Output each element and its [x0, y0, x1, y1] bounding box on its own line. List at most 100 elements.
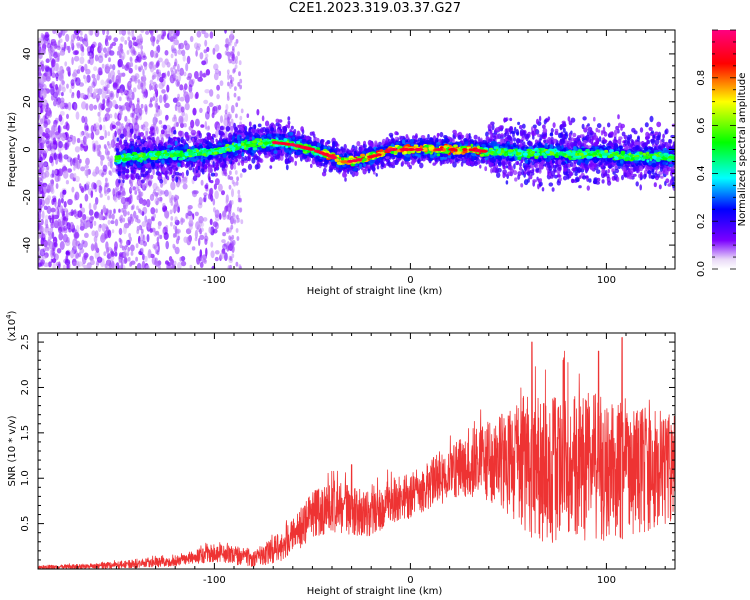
noise-speckle: [58, 261, 61, 269]
noise-speckle: [189, 91, 194, 99]
noise-speckle: [190, 129, 197, 136]
noise-speckle: [192, 190, 198, 198]
noise-speckle: [102, 30, 106, 36]
heatmap-layer: [38, 30, 675, 269]
spread-speckle: [162, 124, 168, 130]
noise-speckle: [124, 201, 129, 207]
noise-speckle: [177, 63, 180, 72]
noise-column-speckle: [170, 201, 174, 206]
noise-speckle: [42, 199, 45, 206]
noise-speckle: [83, 41, 88, 46]
noise-column-speckle: [238, 60, 242, 66]
noise-column-speckle: [173, 197, 177, 203]
noise-speckle: [81, 101, 87, 110]
noise-speckle: [76, 69, 81, 74]
noise-speckle: [180, 217, 184, 226]
noise-speckle: [132, 186, 136, 191]
spread-speckle: [657, 134, 661, 139]
spread-speckle: [199, 138, 204, 143]
noise-column-speckle: [170, 77, 174, 83]
noise-column-speckle: [140, 76, 144, 81]
noise-speckle: [40, 32, 44, 39]
noise-speckle: [94, 211, 100, 219]
noise-speckle: [111, 213, 115, 220]
noise-column-speckle: [226, 69, 230, 75]
noise-speckle: [63, 102, 69, 108]
noise-speckle: [183, 236, 188, 243]
noise-speckle: [204, 32, 209, 39]
spread-speckle: [531, 132, 537, 136]
noise-speckle: [224, 30, 227, 34]
noise-speckle: [225, 103, 229, 111]
spread-speckle: [662, 133, 665, 139]
noise-speckle: [81, 130, 85, 136]
noise-column-speckle: [116, 50, 120, 56]
noise-speckle: [80, 66, 85, 73]
noise-column-speckle: [135, 243, 139, 249]
noise-speckle: [95, 166, 100, 175]
noise-speckle: [141, 260, 146, 269]
noise-column-speckle: [141, 200, 145, 206]
noise-speckle: [42, 89, 47, 99]
noise-column-speckle: [127, 36, 131, 42]
noise-speckle: [214, 256, 219, 262]
noise-speckle: [195, 118, 200, 127]
chart-title: C2E1.2023.319.03.37.G27: [288, 1, 462, 16]
noise-column-speckle: [110, 77, 114, 83]
noise-speckle: [199, 70, 203, 78]
noise-speckle: [66, 264, 69, 269]
noise-speckle: [175, 101, 181, 107]
noise-speckle: [199, 261, 204, 268]
noise-speckle: [66, 113, 69, 119]
noise-speckle: [118, 227, 123, 236]
noise-speckle: [180, 260, 187, 267]
noise-speckle: [55, 202, 59, 211]
noise-speckle: [83, 183, 87, 192]
noise-speckle: [55, 183, 59, 189]
noise-column-speckle: [154, 243, 158, 248]
noise-column-speckle: [119, 218, 123, 224]
spread-speckle: [633, 130, 638, 135]
noise-speckle: [59, 38, 63, 43]
noise-speckle: [38, 144, 41, 153]
noise-column-speckle: [155, 103, 159, 108]
noise-speckle: [194, 229, 198, 239]
noise-speckle: [99, 224, 102, 229]
noise-column-speckle: [156, 69, 159, 75]
spread-speckle: [256, 109, 260, 116]
spread-speckle: [543, 119, 547, 125]
noise-column-speckle: [229, 113, 233, 119]
noise-column-speckle: [127, 126, 130, 132]
noise-speckle: [50, 207, 56, 213]
noise-speckle: [216, 93, 220, 100]
noise-speckle: [84, 164, 89, 169]
noise-column-speckle: [105, 89, 109, 95]
noise-speckle: [71, 135, 76, 145]
noise-speckle: [219, 80, 224, 87]
spread-speckle: [667, 183, 672, 187]
noise-speckle: [50, 148, 56, 154]
noise-speckle: [51, 81, 55, 86]
spread-speckle: [513, 137, 516, 142]
noise-speckle: [97, 42, 102, 48]
noise-speckle: [150, 61, 154, 66]
noise-column-speckle: [150, 97, 153, 103]
noise-speckle: [184, 102, 190, 111]
noise-column-speckle: [152, 191, 156, 197]
noise-speckle: [63, 258, 69, 264]
noise-speckle: [196, 43, 202, 48]
noise-column-speckle: [238, 71, 241, 77]
noise-column-speckle: [155, 192, 159, 198]
noise-speckle: [181, 49, 186, 56]
noise-speckle: [204, 184, 208, 189]
noise-speckle: [65, 210, 69, 219]
noise-speckle: [174, 216, 178, 223]
noise-speckle: [148, 250, 152, 257]
noise-column-speckle: [125, 102, 129, 108]
noise-speckle: [54, 173, 60, 183]
noise-speckle: [111, 260, 115, 269]
spread-speckle: [207, 132, 212, 138]
noise-column-speckle: [229, 84, 232, 89]
noise-speckle: [82, 135, 87, 145]
spread-speckle: [172, 126, 175, 130]
